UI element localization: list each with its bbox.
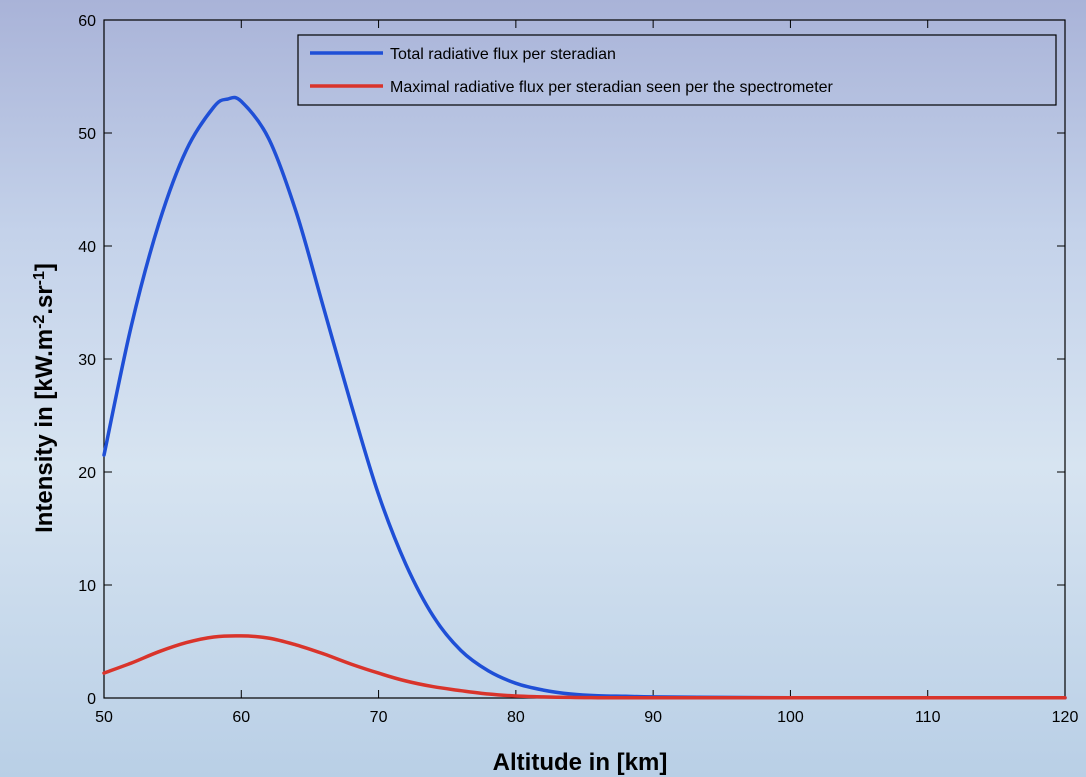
x-tick-label: 70 (370, 709, 388, 726)
y-axis-title-exp2: -1 (31, 271, 48, 285)
x-tick-label: 90 (644, 709, 662, 726)
x-tick-label: 50 (95, 709, 113, 726)
plot-area (103, 19, 1066, 699)
legend-label: Total radiative flux per steradian (390, 46, 616, 63)
y-tick-label: 50 (78, 126, 96, 143)
y-axis-title-suffix: ] (31, 263, 58, 271)
legend-label: Maximal radiative flux per steradian see… (390, 79, 834, 96)
y-tick-label: 30 (78, 352, 96, 369)
series-lines (102, 95, 1067, 700)
y-tick-label: 20 (78, 465, 96, 482)
x-axis-title: Altitude in [km] (493, 749, 668, 776)
y-axis-title-exp1: -2 (31, 315, 48, 329)
x-tick-label: 120 (1052, 709, 1079, 726)
y-axis-title-mid: .sr (31, 285, 58, 314)
x-axis-ticks: 50 60 70 80 90 100 110 120 (95, 20, 1078, 726)
y-tick-label: 40 (78, 239, 96, 256)
y-tick-label: 60 (78, 13, 96, 30)
series-line-maximal (102, 634, 1067, 700)
x-tick-label: 60 (232, 709, 250, 726)
y-axis-title: Intensity in [kW.m-2.sr-1] (31, 263, 59, 533)
legend-box (297, 34, 1057, 106)
y-axis-ticks: 0 10 20 30 40 50 60 (78, 13, 1065, 708)
plot-frame (103, 19, 1066, 699)
x-tick-label: 100 (777, 709, 804, 726)
legend: Total radiative flux per steradian Maxima… (297, 34, 1057, 106)
y-tick-label: 0 (87, 691, 96, 708)
x-tick-label: 80 (507, 709, 525, 726)
x-tick-label: 110 (915, 709, 941, 726)
y-tick-label: 10 (78, 578, 96, 595)
series-line-total (102, 95, 1067, 700)
y-axis-title-prefix: Intensity in [kW.m (31, 329, 58, 533)
